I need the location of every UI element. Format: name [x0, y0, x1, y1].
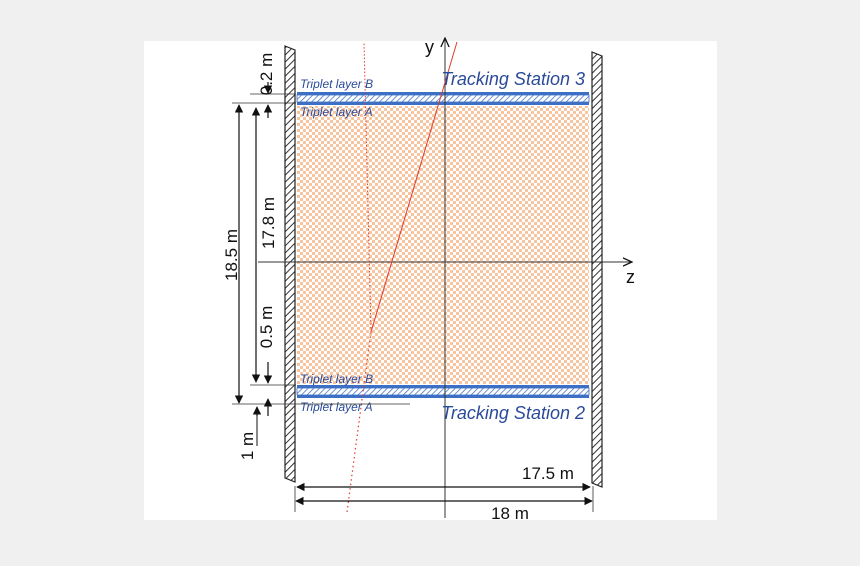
left-wall: [284, 45, 296, 483]
z-axis-label: z: [626, 267, 635, 287]
track-line-left: [363, 41, 372, 333]
top-station-label: Tracking Station 3: [441, 69, 585, 89]
bottom-layer-b-line: [297, 385, 589, 388]
bottom-layer-a-line: [297, 395, 589, 398]
top-layer-a-label: Triplet layer A: [300, 105, 373, 119]
right-wall: [591, 51, 603, 488]
dim-1-label: 1 m: [238, 432, 257, 460]
dim-18-5-label: 18.5 m: [222, 229, 241, 281]
dim-17-8-label: 17.8 m: [259, 197, 278, 249]
bottom-station-label: Tracking Station 2: [441, 403, 585, 423]
top-layer-a-line: [297, 102, 589, 105]
dim-18-label: 18 m: [491, 504, 529, 523]
decay-volume: [297, 106, 589, 384]
track-line-down: [346, 331, 372, 513]
dim-17-5-label: 17.5 m: [522, 464, 574, 483]
dim-0-2-label: 0.2 m: [257, 53, 276, 96]
top-station-layer: [296, 94, 590, 103]
track-line-right: [370, 41, 458, 333]
bottom-station-layer: [296, 387, 590, 396]
top-layer-b-line: [297, 92, 589, 95]
y-axis-label: y: [425, 37, 434, 57]
bottom-layer-b-label: Triplet layer B: [300, 372, 373, 386]
top-layer-b-label: Triplet layer B: [300, 77, 373, 91]
dim-0-5-label: 0.5 m: [257, 306, 276, 349]
bottom-layer-a-label: Triplet layer A: [300, 400, 373, 414]
